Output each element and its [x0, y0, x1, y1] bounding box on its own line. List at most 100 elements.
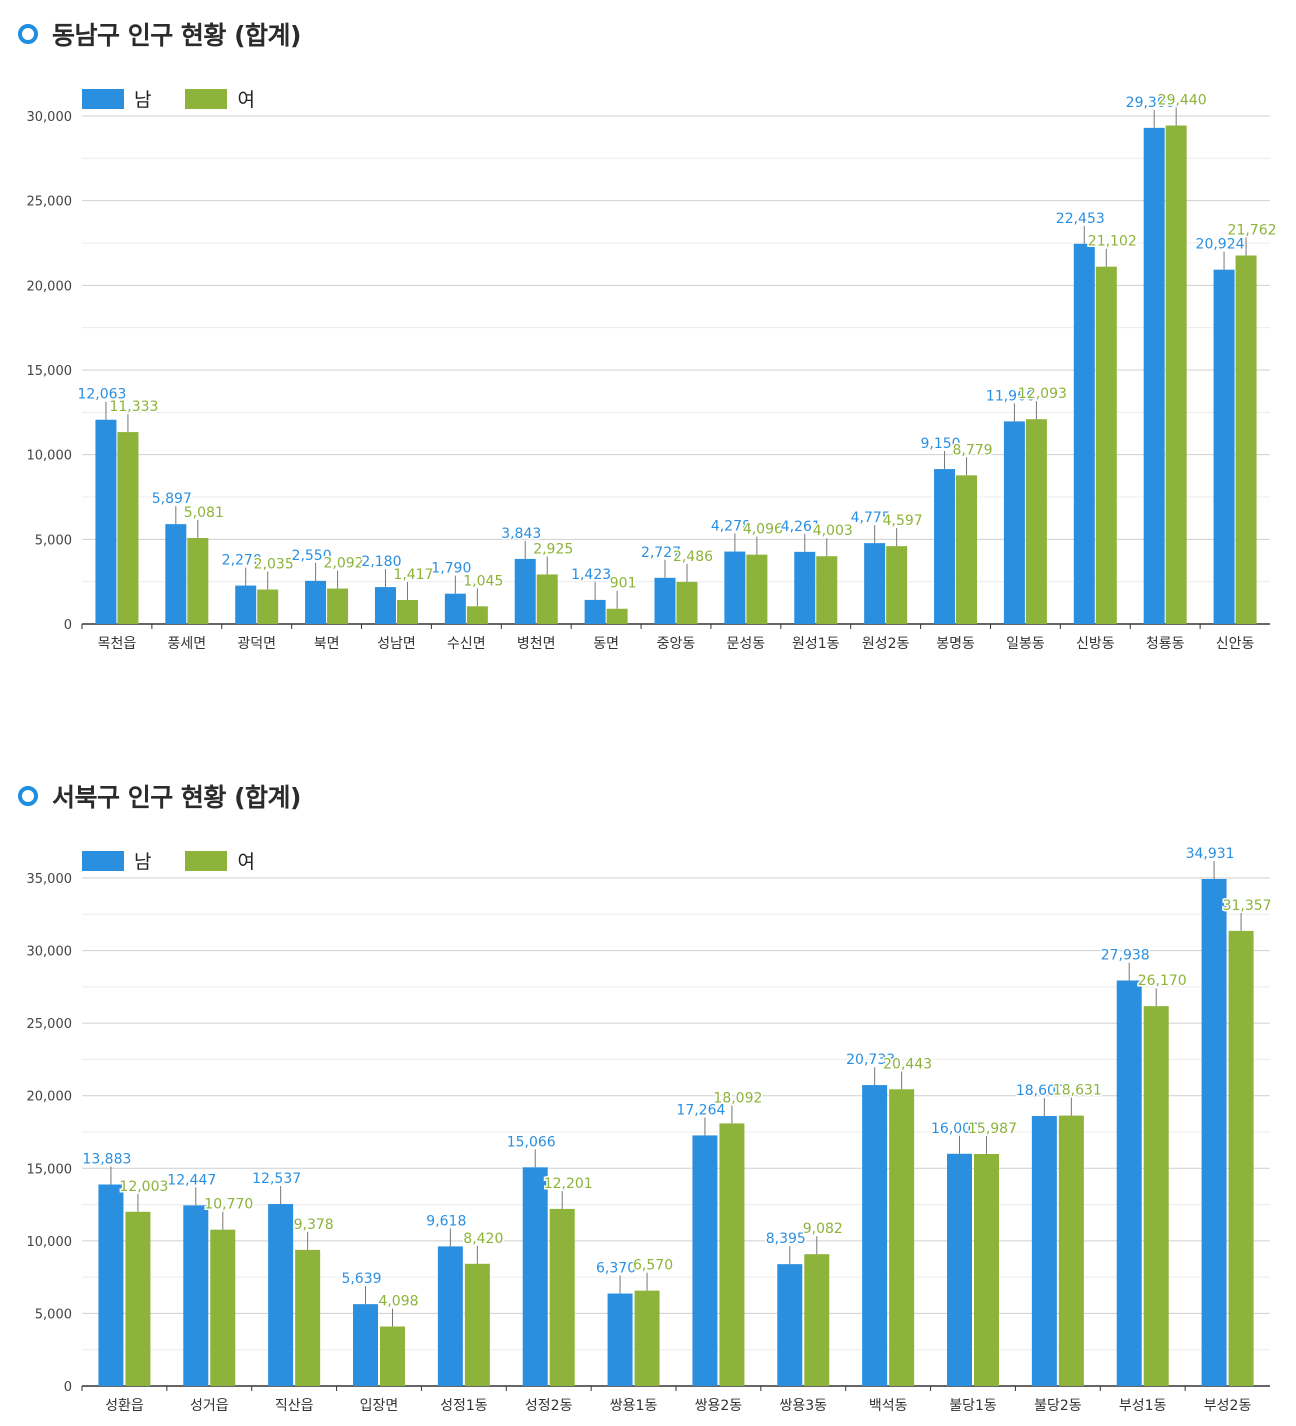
legend-item-male[interactable]: 남	[82, 85, 151, 112]
bar-male	[437, 1246, 463, 1386]
chart-legend: 남 여	[82, 847, 289, 874]
legend-swatch-male	[82, 88, 124, 109]
bar-female	[125, 1211, 151, 1386]
data-label: 2,180	[361, 554, 401, 570]
data-label: 34,931	[1186, 846, 1235, 862]
bar-chart-dongnam: 30,000 25,000 20,000 15,000 10,000 5,000 0 목천읍 1…	[27, 91, 1279, 652]
legend-item-male[interactable]: 남	[82, 847, 151, 874]
bar-male	[794, 551, 816, 624]
section-title-text: 동남구 인구 현황 (합계)	[52, 21, 301, 50]
y-tick-label: 15,000	[27, 364, 73, 379]
data-label: 8,395	[766, 1231, 806, 1247]
bar-female	[676, 581, 698, 624]
section-title: 서북구 인구 현황 (합계)	[18, 778, 301, 814]
data-label: 26,170	[1138, 973, 1187, 989]
data-label: 8,779	[952, 442, 992, 458]
legend-label-male: 남	[134, 89, 152, 111]
x-tick-label: 입장면	[360, 1398, 399, 1414]
bar-male	[947, 1153, 972, 1386]
x-tick-label: 성남면	[377, 636, 416, 652]
data-label: 18,600	[1016, 1083, 1065, 1099]
data-label: 10,770	[204, 1197, 253, 1213]
x-tick-label: 중앙동	[657, 636, 696, 652]
bar-female	[396, 600, 418, 624]
x-tick-label: 원성1동	[792, 636, 840, 652]
bar-male	[1073, 243, 1095, 624]
data-label: 22,453	[1056, 211, 1105, 227]
bar-male	[183, 1205, 209, 1386]
data-label: 20,733	[846, 1052, 895, 1068]
data-label: 2,925	[533, 541, 573, 557]
data-label: 4,003	[813, 523, 853, 539]
chart-section-dongnam: 동남구 인구 현황 (합계) 남 여 30,000 25,000 20,000 15,…	[0, 0, 1296, 700]
x-tick-label: 성정2동	[525, 1398, 573, 1414]
bar-female	[889, 1089, 915, 1386]
data-label: 6,570	[633, 1258, 673, 1274]
data-label: 4,278	[711, 519, 751, 535]
bar-female	[1143, 1006, 1169, 1386]
bar-male	[305, 580, 327, 624]
legend-item-female[interactable]: 여	[185, 847, 255, 874]
y-tick-label: 5,000	[35, 1307, 72, 1322]
x-tick-label: 쌍용3동	[780, 1398, 828, 1414]
y-tick-label: 30,000	[27, 945, 73, 960]
bar-female	[464, 1263, 490, 1386]
bar-male	[514, 558, 536, 624]
x-tick-label: 신방동	[1076, 636, 1115, 652]
data-label: 4,597	[883, 513, 923, 529]
x-tick-label: 신안동	[1216, 636, 1255, 652]
bar-male	[584, 599, 606, 624]
bar-male	[654, 577, 676, 624]
data-label: 12,201	[544, 1176, 593, 1192]
x-tick-label: 쌍용2동	[695, 1398, 743, 1414]
legend-label-male: 남	[134, 851, 152, 873]
data-label: 5,081	[184, 505, 224, 521]
y-tick-label: 25,000	[27, 195, 73, 210]
y-tick-label: 10,000	[27, 449, 73, 464]
data-label: 21,762	[1228, 222, 1277, 238]
bar-female	[1095, 266, 1117, 624]
bar-female	[187, 537, 209, 624]
data-label: 4,775	[851, 510, 891, 526]
data-label: 2,270	[222, 553, 262, 569]
x-tick-label: 병천면	[517, 636, 556, 652]
data-label: 20,443	[883, 1056, 932, 1072]
circle-bullet-icon	[18, 24, 38, 44]
bar-female	[1228, 930, 1254, 1386]
data-label: 18,092	[713, 1090, 762, 1106]
x-tick-label: 북면	[314, 636, 340, 652]
y-tick-label: 25,000	[27, 1017, 73, 1032]
x-tick-label: 수신면	[447, 636, 486, 652]
x-tick-label: 봉명동	[936, 636, 975, 652]
y-tick-label: 20,000	[27, 1090, 73, 1105]
legend-swatch-female	[185, 850, 228, 871]
data-label: 13,883	[82, 1151, 131, 1167]
bar-female	[746, 554, 768, 624]
data-label: 17,264	[676, 1102, 725, 1118]
data-label: 18,631	[1053, 1083, 1102, 1099]
legend-item-female[interactable]: 여	[185, 85, 255, 112]
legend-label-female: 여	[237, 89, 255, 111]
data-label: 29,300	[1126, 95, 1175, 111]
bar-male	[1213, 269, 1235, 624]
x-tick-label: 성환읍	[105, 1398, 144, 1414]
bar-male	[862, 1085, 888, 1386]
x-tick-label: 문성동	[727, 636, 766, 652]
y-tick-label: 30,000	[27, 110, 73, 125]
bar-male	[864, 543, 886, 624]
data-label: 31,357	[1223, 898, 1272, 914]
legend-swatch-male	[82, 850, 124, 871]
data-label: 15,066	[507, 1134, 556, 1150]
section-title-text: 서북구 인구 현황 (합계)	[52, 783, 301, 812]
data-label: 20,924	[1196, 237, 1245, 253]
data-label: 8,420	[463, 1231, 503, 1247]
x-tick-label: 동면	[593, 636, 619, 652]
bar-female	[634, 1290, 660, 1386]
data-label: 9,618	[426, 1213, 466, 1229]
x-tick-label: 풍세면	[168, 636, 207, 652]
bar-female	[536, 574, 558, 624]
bar-female	[466, 606, 488, 624]
x-tick-label: 불당2동	[1034, 1398, 1082, 1414]
data-label: 1,417	[393, 567, 433, 583]
bar-female	[719, 1123, 745, 1386]
